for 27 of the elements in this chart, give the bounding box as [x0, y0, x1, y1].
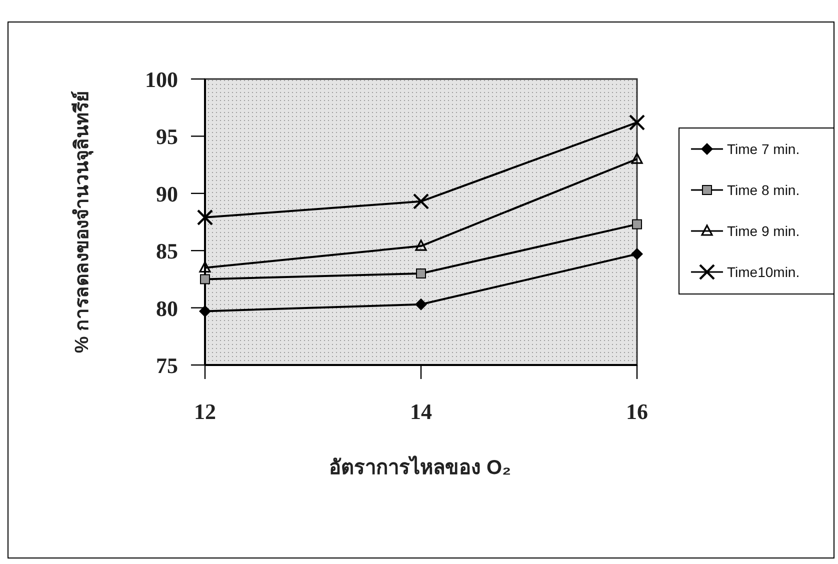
x-tick-label: 14	[410, 399, 432, 424]
point	[415, 298, 427, 310]
point	[632, 219, 642, 230]
point	[199, 305, 211, 318]
point	[196, 209, 214, 226]
y-tick-label: 85	[156, 238, 178, 264]
y-tick-label: 95	[156, 124, 178, 150]
x-axis-title: อัตราการไหลของ O₂	[329, 455, 511, 479]
legend-label: Time10min.	[727, 264, 800, 280]
x-tick-label: 12	[194, 399, 216, 424]
legend-label: Time 9 min.	[727, 223, 800, 239]
y-axis-title: % การลดลงของจำนวนจุลินทรีย์	[71, 90, 94, 354]
legend-label: Time 7 min.	[727, 141, 800, 157]
y-tick-label: 100	[145, 67, 178, 92]
y-tick-label: 90	[156, 181, 178, 206]
y-tick-label: 80	[156, 296, 178, 321]
point	[631, 248, 643, 260]
point	[628, 114, 646, 131]
point	[412, 193, 430, 210]
point	[200, 274, 210, 284]
point	[416, 268, 426, 278]
point	[199, 261, 211, 273]
point	[631, 152, 643, 164]
point	[415, 240, 427, 251]
legend-label: Time 8 min.	[727, 182, 800, 198]
y-tick-label: 75	[156, 353, 178, 378]
x-tick-label: 16	[626, 399, 648, 424]
